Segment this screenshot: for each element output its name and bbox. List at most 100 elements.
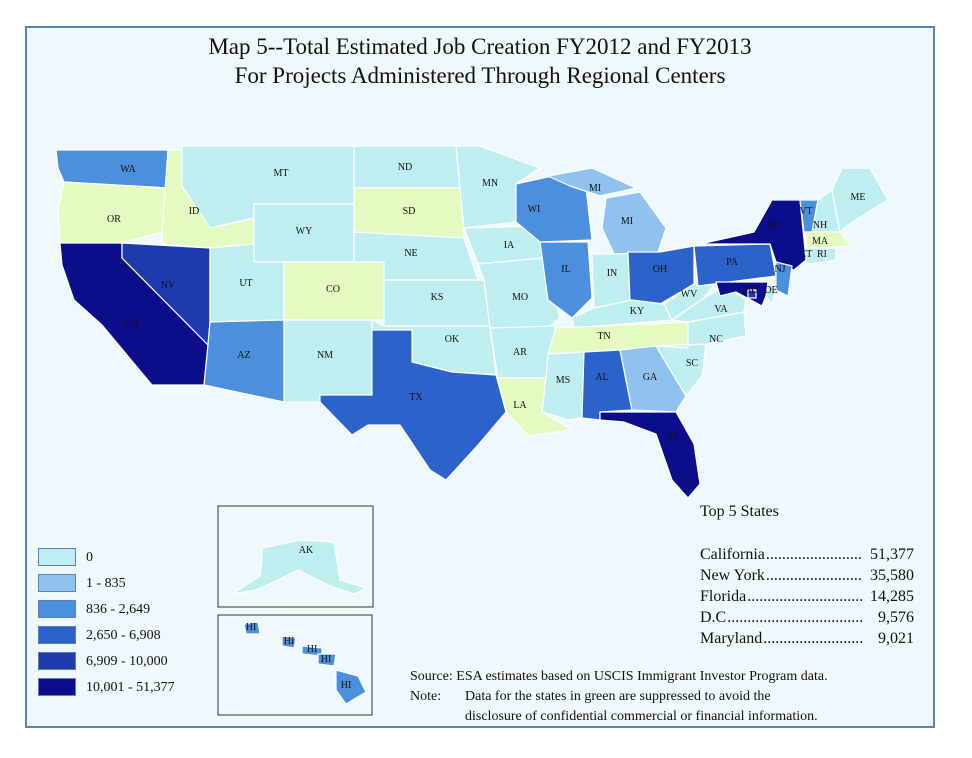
state-ma (805, 231, 853, 249)
top5-state-value: 35,580 (870, 567, 914, 585)
state-label-hi: HI (341, 680, 352, 691)
legend-label: 836 - 2,649 (86, 602, 151, 617)
state-label-co: CO (326, 284, 340, 295)
legend-swatch (38, 652, 76, 670)
note-label: Note: (410, 689, 442, 704)
state-label-az: AZ (237, 350, 250, 361)
state-label-al: AL (595, 372, 608, 383)
state-label-tn: TN (597, 331, 610, 342)
top5-state-value: 51,377 (870, 546, 914, 564)
state-md (715, 281, 769, 307)
top5-state-name: D.C (700, 609, 728, 626)
legend-swatch (38, 600, 76, 618)
state-hi-big-island (335, 669, 367, 705)
state-label-hi_small4: HI (321, 654, 332, 665)
state-ak (231, 539, 367, 595)
legend-item: 6,909 - 10,000 (38, 652, 238, 672)
state-label-de: DE (764, 285, 777, 296)
state-in (591, 253, 631, 309)
state-dc (747, 289, 757, 299)
state-label-pa: PA (726, 257, 739, 268)
state-il (539, 241, 593, 319)
state-label-in: IN (607, 268, 618, 279)
state-label-ga: GA (643, 372, 658, 383)
state-label-id: ID (189, 206, 200, 217)
legend-item: 2,650 - 6,908 (38, 626, 238, 646)
title-line-2: For Projects Administered Through Region… (234, 63, 726, 88)
state-label-ma: MA (812, 236, 829, 247)
title-line-1: Map 5--Total Estimated Job Creation FY20… (208, 34, 752, 59)
state-label-nm: NM (317, 350, 333, 361)
top5-row: California..............................… (700, 546, 914, 564)
state-fl (599, 411, 701, 499)
source-note: Source: ESA estimates based on USCIS Imm… (410, 669, 828, 684)
top5-state-name: Maryland (700, 630, 764, 647)
state-label-ok: OK (445, 334, 460, 345)
state-label-ri: RI (817, 249, 827, 260)
state-label-hi_small2: HI (284, 636, 295, 647)
state-mi (601, 191, 667, 255)
legend-item: 1 - 835 (38, 574, 238, 594)
top5-state-value: 14,285 (870, 588, 914, 606)
state-label-tx: TX (409, 392, 423, 403)
state-label-va: VA (714, 304, 728, 315)
state-label-wa: WA (120, 164, 136, 175)
note-line-1: Data for the states in green are suppres… (465, 689, 771, 704)
state-label-mi: MI (589, 183, 601, 194)
state-label-ar: AR (513, 347, 527, 358)
state-label-sd: SD (403, 206, 416, 217)
state-hi-maui (317, 653, 337, 667)
state-label-md: MD (742, 285, 758, 296)
state-label-hi_small1: HI (246, 622, 257, 633)
legend-label: 6,909 - 10,000 (86, 654, 168, 669)
state-label-mt: MT (274, 168, 289, 179)
state-label-ky: KY (630, 306, 644, 317)
state-label-nd: ND (398, 162, 412, 173)
state-mi-upper (547, 167, 637, 197)
top5-state-value: 9,576 (878, 609, 914, 627)
legend-item: 836 - 2,649 (38, 600, 238, 620)
top5-row: D.C.....................................… (700, 609, 914, 627)
note-line-2: disclosure of confidential commercial or… (465, 709, 818, 724)
top5-row: Florida.................................… (700, 588, 914, 606)
state-hi-oahu (281, 635, 297, 649)
state-label-ms: MS (556, 375, 570, 386)
state-label-wy: WY (296, 226, 313, 237)
state-label-ct: CT (800, 249, 813, 260)
state-label-la: LA (513, 400, 527, 411)
legend-label: 10,001 - 51,377 (86, 680, 175, 695)
state-label-wi: WI (528, 204, 541, 215)
state-label-mn: MN (482, 178, 498, 189)
legend-swatch (38, 548, 76, 566)
legend-item: 0 (38, 548, 238, 568)
state-label-fl: FL (668, 432, 680, 443)
top5-state-name: California (700, 546, 766, 563)
legend-label: 2,650 - 6,908 (86, 628, 161, 643)
state-label-oh: OH (653, 264, 667, 275)
legend-swatch (38, 626, 76, 644)
state-label-ca: CA (125, 318, 140, 329)
state-hi-kauai (243, 621, 261, 635)
state-label-nj: NJ (774, 264, 785, 275)
state-label-vt: VT (799, 206, 812, 217)
top5-row: New York................................… (700, 567, 914, 585)
state-label-ia: IA (504, 240, 515, 251)
state-label-nc: NC (709, 334, 723, 345)
state-az (203, 319, 285, 403)
state-label-me: ME (851, 192, 866, 203)
state-ri (825, 247, 837, 263)
state-label-nh: NH (813, 220, 827, 231)
top5-state-name: Florida (700, 588, 748, 605)
top5-state-value: 9,021 (878, 630, 914, 648)
legend-item: 10,001 - 51,377 (38, 678, 238, 698)
state-label-mi2: MI (621, 216, 633, 227)
state-label-ut: UT (239, 278, 252, 289)
state-or (57, 181, 169, 244)
top5-heading: Top 5 States (700, 503, 779, 520)
state-label-wv: WV (681, 289, 698, 300)
state-label-or: OR (107, 214, 121, 225)
state-label-ks: KS (431, 292, 444, 303)
state-label-il: IL (561, 264, 570, 275)
state-label-hi_small3: HI (307, 644, 318, 655)
